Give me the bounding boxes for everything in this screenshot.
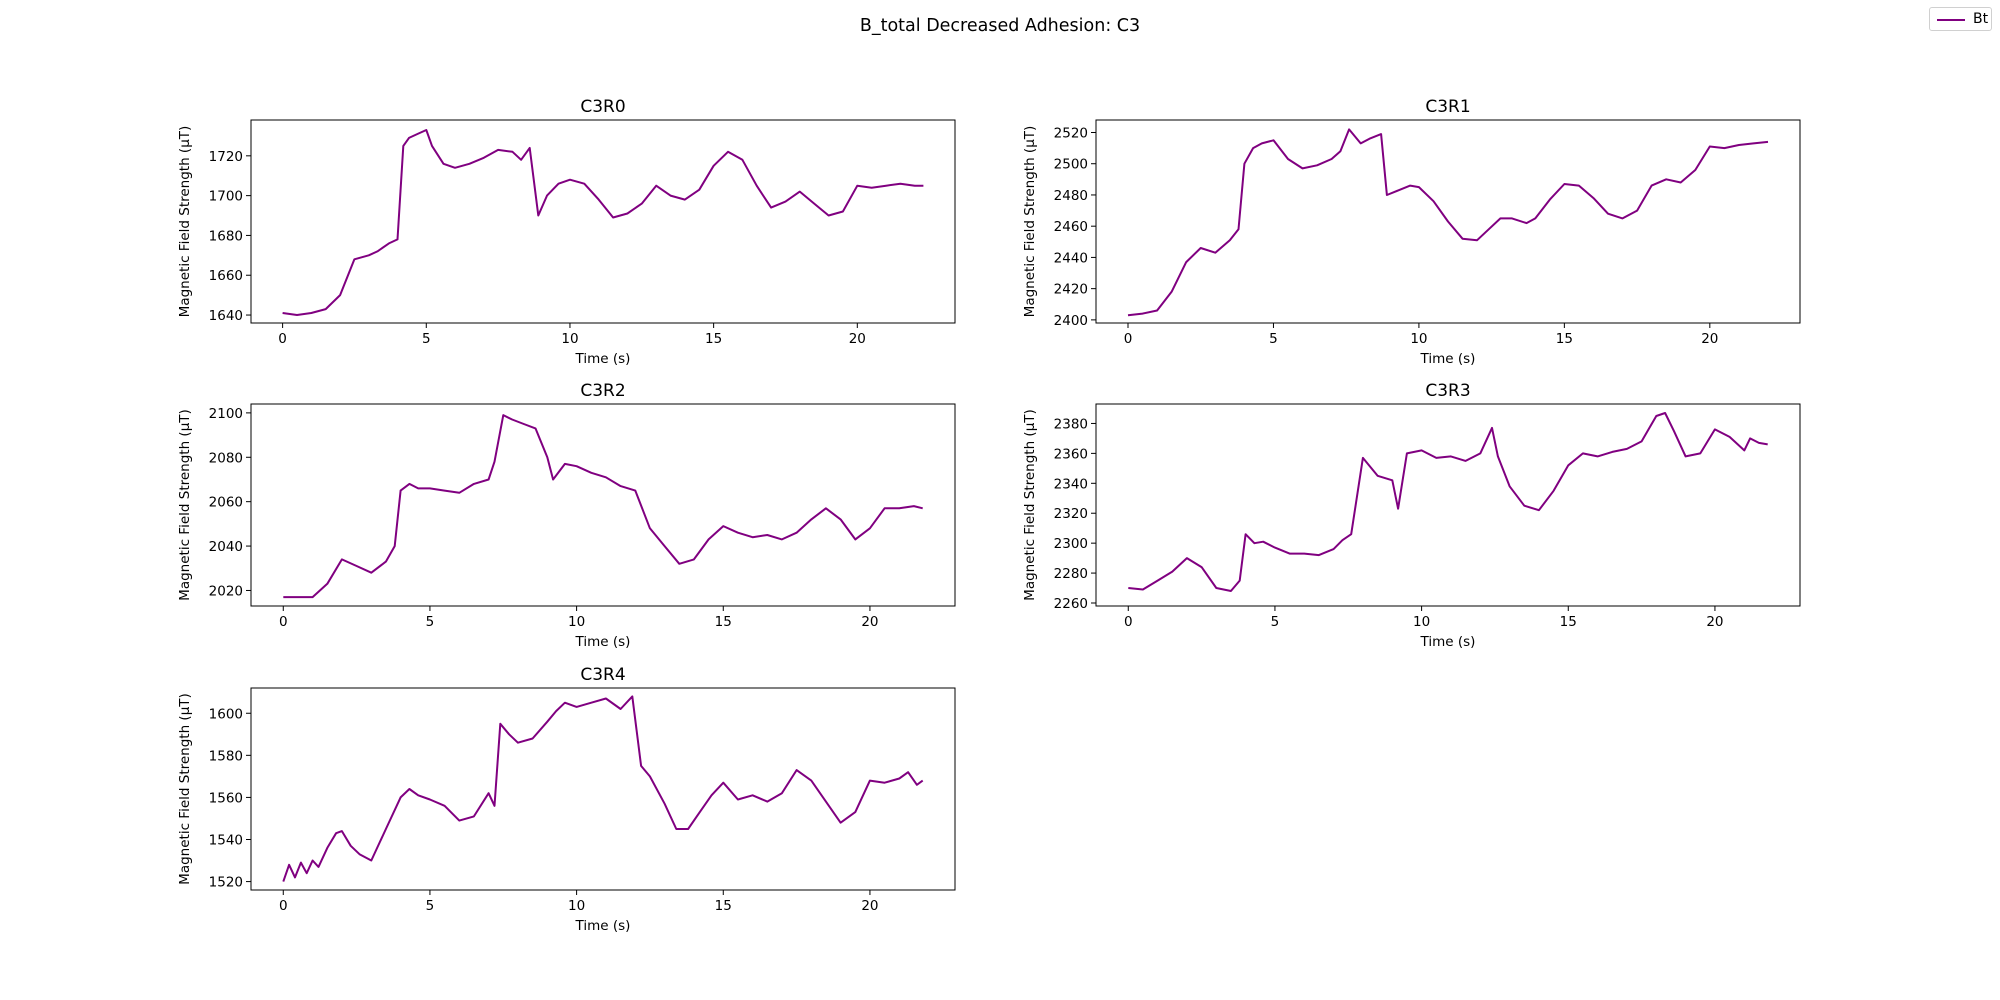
y-tick-label: 1660	[209, 268, 243, 284]
x-tick-label: 10	[568, 614, 585, 630]
legend: Bt	[1929, 7, 1992, 31]
x-axis-label: Time (s)	[1420, 351, 1476, 367]
axes-frame	[250, 687, 956, 891]
y-axis-label: Magnetic Field Strength (μT)	[177, 409, 193, 601]
y-tick-label: 1680	[209, 228, 243, 244]
series-line-bt	[282, 695, 924, 882]
y-tick-label: 1720	[209, 149, 243, 165]
x-tick-label: 5	[426, 898, 435, 914]
y-tick-label: 1520	[209, 875, 243, 891]
subplot-title: C3R0	[580, 97, 625, 117]
series-line-bt	[1128, 412, 1768, 592]
y-tick-label: 2420	[1054, 282, 1088, 298]
y-tick-label: 2460	[1054, 219, 1088, 235]
y-tick-label: 2080	[209, 450, 243, 466]
y-tick-label: 2400	[1054, 313, 1088, 329]
y-tick-label: 2260	[1054, 596, 1088, 612]
x-tick-label: 20	[1701, 331, 1718, 347]
x-axis-label: Time (s)	[575, 351, 631, 367]
y-tick-label: 1700	[209, 189, 243, 205]
x-tick-label: 15	[1556, 331, 1573, 347]
y-axis-label: Magnetic Field Strength (μT)	[177, 693, 193, 885]
x-tick-label: 20	[849, 331, 866, 347]
figure-title: B_total Decreased Adhesion: C3	[859, 16, 1141, 36]
legend-line-swatch	[1937, 19, 1965, 21]
axes-frame	[1095, 403, 1801, 607]
subplot-c3r1: C3R1 0 5 10 15 20 2400 2420 2440 2460 2480 2500 2520…	[1022, 97, 1801, 367]
x-tick-label: 10	[568, 898, 585, 914]
x-tick-label: 5	[426, 614, 435, 630]
x-axis-label: Time (s)	[1420, 634, 1476, 650]
x-tick-label: 10	[1413, 614, 1430, 630]
x-tick-label: 0	[279, 898, 288, 914]
y-tick-label: 2520	[1054, 125, 1088, 141]
x-tick-label: 20	[1706, 614, 1723, 630]
y-tick-label: 2040	[209, 539, 243, 555]
subplot-title: C3R4	[580, 665, 625, 685]
subplot-c3r3: C3R3 0 5 10 15 20 2260 2280 2300 2320 2340 2360 2380…	[1022, 381, 1801, 650]
x-tick-label: 5	[1269, 331, 1278, 347]
legend-label: Bt	[1973, 11, 1989, 27]
x-tick-label: 0	[278, 331, 287, 347]
y-tick-label: 2320	[1054, 506, 1088, 522]
y-tick-label: 2060	[209, 495, 243, 511]
x-tick-label: 0	[279, 614, 288, 630]
y-axis-label: Magnetic Field Strength (μT)	[177, 126, 193, 318]
y-tick-label: 2500	[1054, 157, 1088, 173]
subplot-c3r0: C3R0 0 5 10 15 20 1640 1660 1680 1700 1720 Time (s)…	[177, 97, 956, 367]
y-tick-label: 2480	[1054, 188, 1088, 204]
x-tick-label: 5	[1271, 614, 1280, 630]
y-tick-label: 2100	[209, 406, 243, 422]
x-axis-label: Time (s)	[575, 918, 631, 934]
y-tick-label: 1640	[209, 308, 243, 324]
x-tick-label: 15	[715, 614, 732, 630]
y-tick-label: 2280	[1054, 566, 1088, 582]
y-axis-label: Magnetic Field Strength (μT)	[1022, 409, 1038, 601]
y-tick-label: 2340	[1054, 476, 1088, 492]
axes-frame	[250, 119, 956, 324]
x-tick-label: 0	[1124, 614, 1133, 630]
y-tick-label: 2440	[1054, 250, 1088, 266]
x-tick-label: 10	[561, 331, 578, 347]
x-tick-label: 15	[705, 331, 722, 347]
x-axis-label: Time (s)	[575, 634, 631, 650]
x-tick-label: 10	[1410, 331, 1427, 347]
series-line-bt	[1127, 128, 1769, 317]
y-tick-label: 2300	[1054, 536, 1088, 552]
x-tick-label: 15	[715, 898, 732, 914]
y-tick-label: 1540	[209, 833, 243, 849]
axes-frame	[250, 403, 956, 607]
x-tick-label: 5	[422, 331, 431, 347]
y-axis-label: Magnetic Field Strength (μT)	[1022, 126, 1038, 318]
y-tick-label: 2380	[1054, 416, 1088, 432]
x-tick-label: 0	[1124, 331, 1133, 347]
series-line-bt	[283, 414, 923, 599]
x-tick-label: 20	[861, 614, 878, 630]
x-tick-label: 15	[1560, 614, 1577, 630]
subplot-title: C3R2	[580, 381, 625, 401]
subplot-title: C3R3	[1425, 381, 1470, 401]
y-tick-label: 2360	[1054, 446, 1088, 462]
y-tick-label: 1580	[209, 748, 243, 764]
axes-frame	[1095, 119, 1801, 324]
x-tick-label: 20	[861, 898, 878, 914]
y-tick-label: 1560	[209, 790, 243, 806]
y-tick-label: 2020	[209, 583, 243, 599]
series-line-bt	[282, 129, 924, 316]
y-tick-label: 1600	[209, 706, 243, 722]
subplot-title: C3R1	[1425, 97, 1470, 117]
